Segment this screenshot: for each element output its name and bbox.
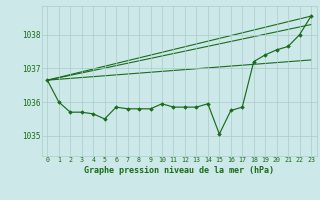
X-axis label: Graphe pression niveau de la mer (hPa): Graphe pression niveau de la mer (hPa) <box>84 166 274 175</box>
